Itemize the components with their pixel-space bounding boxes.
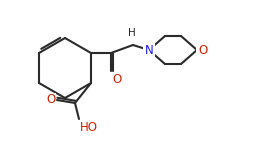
Text: HO: HO	[80, 121, 98, 134]
Text: O: O	[198, 43, 207, 57]
Text: O: O	[47, 93, 56, 105]
Text: N: N	[144, 43, 153, 57]
Text: O: O	[112, 73, 121, 86]
Text: H: H	[128, 28, 136, 38]
